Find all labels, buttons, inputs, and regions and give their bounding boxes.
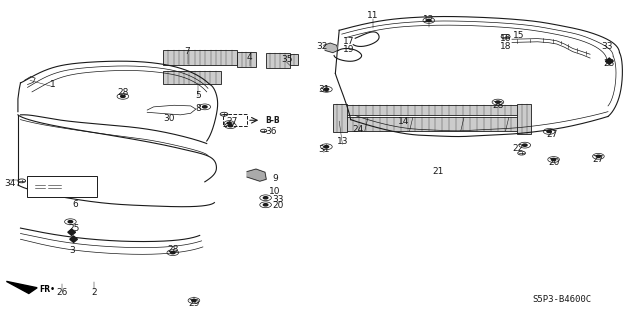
Text: 27: 27 (226, 117, 237, 126)
Circle shape (552, 159, 556, 161)
Text: 20: 20 (548, 158, 559, 167)
Text: 4: 4 (247, 53, 252, 62)
Bar (517, 104, 531, 134)
Circle shape (496, 101, 500, 103)
Text: 33: 33 (601, 42, 612, 51)
Text: 7: 7 (185, 47, 190, 56)
Bar (290, 54, 298, 65)
Polygon shape (68, 229, 76, 235)
Text: 35: 35 (281, 56, 292, 64)
Bar (237, 52, 256, 67)
Circle shape (522, 144, 527, 146)
Circle shape (263, 204, 268, 206)
Bar (163, 50, 237, 65)
Text: 29: 29 (188, 299, 200, 308)
Text: 6: 6 (73, 200, 78, 209)
Bar (346, 105, 518, 115)
Bar (163, 71, 221, 84)
Bar (333, 104, 347, 132)
Circle shape (596, 155, 601, 158)
Circle shape (202, 106, 207, 108)
Text: 21: 21 (433, 167, 444, 176)
Text: 22: 22 (513, 144, 524, 152)
Circle shape (68, 221, 73, 223)
Text: S5P3-B4600C: S5P3-B4600C (532, 295, 591, 304)
Circle shape (120, 95, 125, 98)
Polygon shape (70, 236, 77, 242)
Text: 13: 13 (337, 137, 348, 146)
Text: 31: 31 (318, 145, 330, 154)
Polygon shape (6, 281, 37, 293)
Text: 31: 31 (318, 85, 330, 94)
Text: 27: 27 (546, 130, 557, 139)
Text: 2: 2 (92, 288, 97, 297)
Text: 5: 5 (196, 91, 201, 100)
Circle shape (547, 130, 552, 133)
Text: 8: 8 (196, 104, 201, 113)
Text: 28: 28 (492, 101, 504, 110)
Text: 33: 33 (273, 195, 284, 204)
Circle shape (227, 122, 231, 124)
Text: 18: 18 (500, 42, 511, 51)
Bar (346, 117, 518, 131)
Circle shape (228, 125, 233, 127)
Circle shape (191, 299, 196, 302)
Polygon shape (324, 43, 338, 53)
Text: 34: 34 (4, 179, 15, 188)
Circle shape (324, 88, 329, 91)
Text: 20: 20 (273, 201, 284, 210)
Text: 28: 28 (117, 88, 129, 97)
Bar (223, 114, 247, 126)
Bar (266, 53, 290, 68)
Text: 12: 12 (423, 15, 435, 24)
Polygon shape (247, 169, 266, 181)
Text: 23: 23 (604, 59, 615, 68)
Text: 14: 14 (397, 117, 409, 126)
Circle shape (263, 197, 268, 199)
Text: 17: 17 (343, 37, 355, 46)
Text: B-B: B-B (265, 116, 280, 125)
Text: 11: 11 (367, 11, 379, 20)
Text: 15: 15 (513, 31, 524, 40)
Text: 27: 27 (593, 155, 604, 164)
Text: 10: 10 (269, 187, 281, 196)
Circle shape (324, 145, 329, 148)
Polygon shape (605, 58, 613, 64)
Text: 25: 25 (68, 224, 79, 233)
Circle shape (426, 19, 431, 21)
Circle shape (170, 251, 175, 254)
Text: 28: 28 (167, 245, 179, 254)
Text: 16: 16 (500, 34, 511, 43)
Text: 19: 19 (343, 45, 355, 54)
Text: 26: 26 (56, 288, 68, 297)
Text: FR•: FR• (40, 285, 56, 293)
Text: 1: 1 (51, 80, 56, 89)
Text: 3: 3 (69, 246, 74, 255)
Text: 24: 24 (353, 125, 364, 134)
Text: 9: 9 (273, 174, 278, 183)
Text: 30: 30 (163, 114, 175, 123)
Bar (27, 176, 97, 197)
Text: 32: 32 (316, 42, 328, 51)
Text: 36: 36 (266, 127, 277, 136)
